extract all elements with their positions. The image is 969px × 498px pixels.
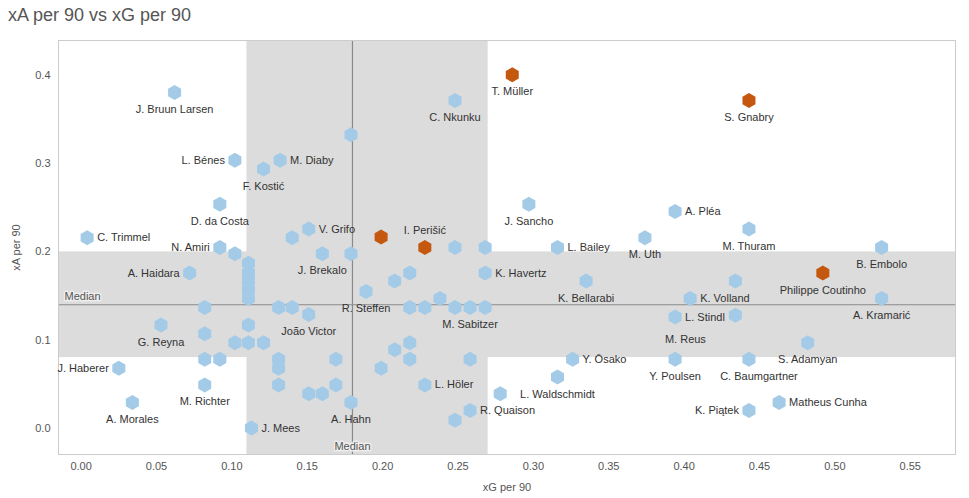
svg-text:F. Kostić: F. Kostić	[243, 180, 285, 192]
svg-text:0.3: 0.3	[35, 157, 50, 169]
svg-text:K. Volland: K. Volland	[700, 292, 750, 304]
svg-text:M. Uth: M. Uth	[629, 248, 661, 260]
svg-text:0.35: 0.35	[598, 460, 619, 472]
html-text:xA per 90 vs xG per 90: xA per 90 vs xG per 90	[8, 5, 192, 25]
svg-text:Median: Median	[65, 290, 101, 302]
svg-text:L. Waldschmidt: L. Waldschmidt	[520, 388, 595, 400]
svg-text:0.20: 0.20	[372, 460, 393, 472]
svg-text:C. Baumgartner: C. Baumgartner	[720, 370, 798, 382]
svg-text:C. Trimmel: C. Trimmel	[97, 231, 150, 243]
svg-text:G. Reyna: G. Reyna	[138, 336, 185, 348]
svg-text:C. Nkunku: C. Nkunku	[429, 111, 480, 123]
svg-text:I. Perišić: I. Perišić	[404, 224, 447, 236]
svg-text:L. Höler: L. Höler	[435, 378, 474, 390]
svg-text:0.50: 0.50	[824, 460, 845, 472]
svg-text:0.45: 0.45	[749, 460, 770, 472]
svg-text:D. da Costa: D. da Costa	[191, 215, 250, 227]
svg-text:L. Stindl: L. Stindl	[685, 311, 725, 323]
svg-text:0.40: 0.40	[673, 460, 694, 472]
svg-text:A. Morales: A. Morales	[106, 413, 159, 425]
svg-text:0.2: 0.2	[35, 245, 50, 257]
svg-text:Y. Poulsen: Y. Poulsen	[649, 370, 701, 382]
svg-text:T. Müller: T. Müller	[491, 85, 533, 97]
svg-text:A. Kramarić: A. Kramarić	[853, 309, 911, 321]
svg-text:J. Sancho: J. Sancho	[504, 215, 553, 227]
svg-text:xA per 90: xA per 90	[10, 224, 22, 270]
svg-text:João Victor: João Victor	[281, 325, 336, 337]
svg-text:M. Sabitzer: M. Sabitzer	[442, 318, 498, 330]
svg-text:A. Pléa: A. Pléa	[685, 205, 721, 217]
svg-text:M. Thuram: M. Thuram	[722, 240, 775, 252]
svg-text:0.1: 0.1	[35, 334, 50, 346]
svg-text:0.4: 0.4	[35, 69, 50, 81]
svg-text:0.0: 0.0	[35, 422, 50, 434]
svg-text:A. Hahn: A. Hahn	[331, 413, 371, 425]
svg-text:L. Bailey: L. Bailey	[568, 241, 611, 253]
svg-text:Philippe Coutinho: Philippe Coutinho	[780, 284, 866, 296]
svg-text:S. Adamyan: S. Adamyan	[778, 353, 837, 365]
svg-text:M. Reus: M. Reus	[665, 333, 706, 345]
svg-text:Median: Median	[334, 440, 370, 452]
svg-text:0.30: 0.30	[523, 460, 544, 472]
svg-text:S. Gnabry: S. Gnabry	[724, 111, 774, 123]
svg-text:N. Amiri: N. Amiri	[171, 241, 210, 253]
svg-text:B. Embolo: B. Embolo	[856, 258, 907, 270]
svg-text:M. Diaby: M. Diaby	[290, 154, 334, 166]
svg-text:J. Haberer: J. Haberer	[57, 362, 109, 374]
svg-text:V. Grifo: V. Grifo	[319, 223, 355, 235]
svg-text:L. Bénes: L. Bénes	[181, 154, 225, 166]
svg-text:J. Bruun Larsen: J. Bruun Larsen	[136, 103, 214, 115]
svg-text:A. Haidara: A. Haidara	[128, 267, 181, 279]
svg-text:R. Quaison: R. Quaison	[480, 404, 535, 416]
svg-text:M. Richter: M. Richter	[180, 395, 230, 407]
svg-text:0.25: 0.25	[447, 460, 468, 472]
svg-text:K. Bellarabi: K. Bellarabi	[558, 291, 614, 303]
svg-text:J. Mees: J. Mees	[261, 422, 300, 434]
svg-text:0.55: 0.55	[900, 460, 921, 472]
svg-text:Y. Ōsako: Y. Ōsako	[583, 353, 627, 365]
svg-text:0.15: 0.15	[297, 460, 318, 472]
svg-text:0.10: 0.10	[221, 460, 242, 472]
svg-text:0.05: 0.05	[146, 460, 167, 472]
svg-text:Matheus Cunha: Matheus Cunha	[789, 396, 868, 408]
svg-text:J. Brekalo: J. Brekalo	[298, 264, 347, 276]
svg-text:K. Piątek: K. Piątek	[695, 404, 740, 416]
svg-text:0.00: 0.00	[70, 460, 91, 472]
svg-text:R. Steffen: R. Steffen	[342, 302, 391, 314]
svg-text:xG per 90: xG per 90	[483, 481, 531, 493]
svg-text:K. Havertz: K. Havertz	[495, 267, 546, 279]
